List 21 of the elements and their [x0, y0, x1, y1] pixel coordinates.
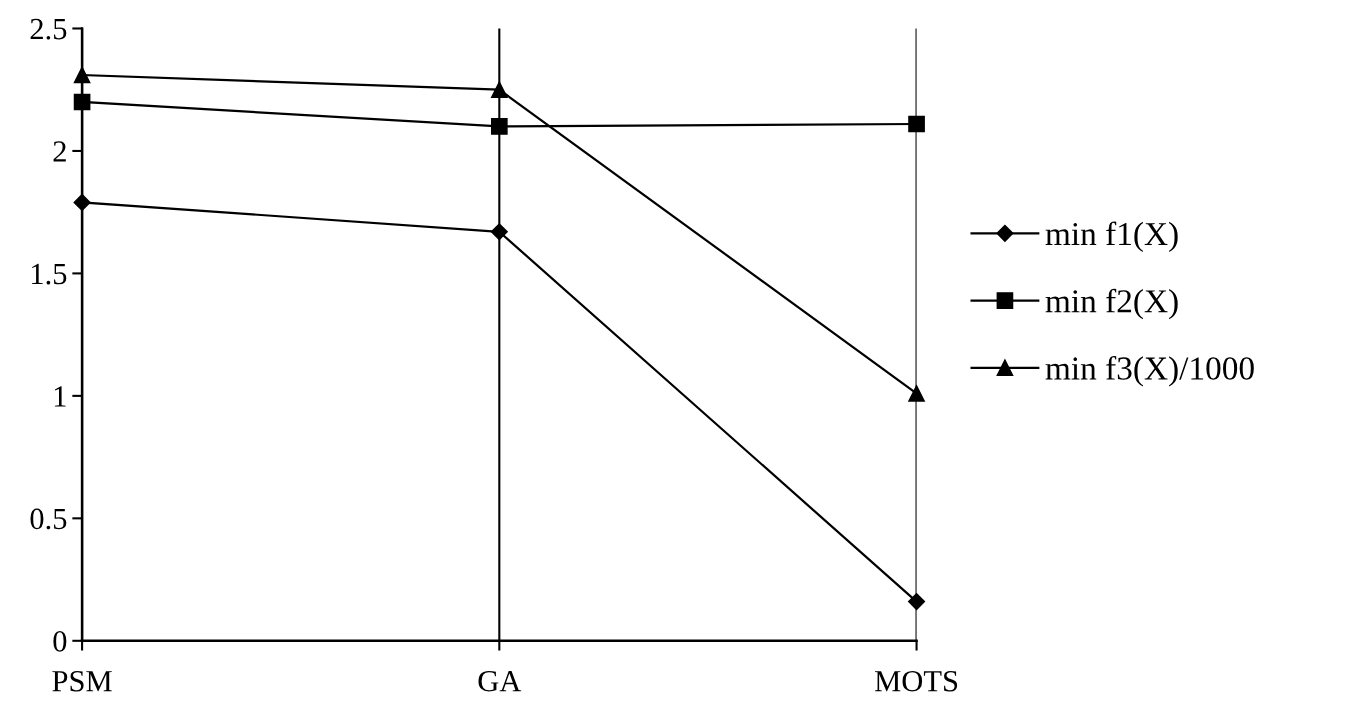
- x-tick-label: GA: [478, 670, 522, 692]
- y-tick-label: 2: [53, 141, 66, 162]
- y-tick-label: 1: [54, 386, 66, 407]
- y-tick-label: 2.5: [30, 18, 67, 40]
- y-tick-label: 0.5: [30, 508, 67, 530]
- point: [908, 593, 926, 611]
- point: [908, 115, 925, 133]
- point: [73, 93, 91, 111]
- legend-label: min f2(X): [1045, 288, 1178, 320]
- y-tick-label: 1.5: [31, 263, 67, 285]
- point: [908, 385, 925, 402]
- point: [490, 81, 508, 99]
- point: [73, 66, 91, 84]
- y-tick-label: 0: [53, 631, 67, 652]
- legend-label: min f3(X)/1000: [1045, 355, 1254, 387]
- x-tick-label: PSM: [52, 670, 112, 692]
- point: [73, 193, 91, 211]
- legend-label: min f1(X): [1045, 221, 1178, 253]
- point: [490, 118, 508, 135]
- point: [490, 223, 508, 241]
- x-tick-label: MOTS: [874, 670, 958, 692]
